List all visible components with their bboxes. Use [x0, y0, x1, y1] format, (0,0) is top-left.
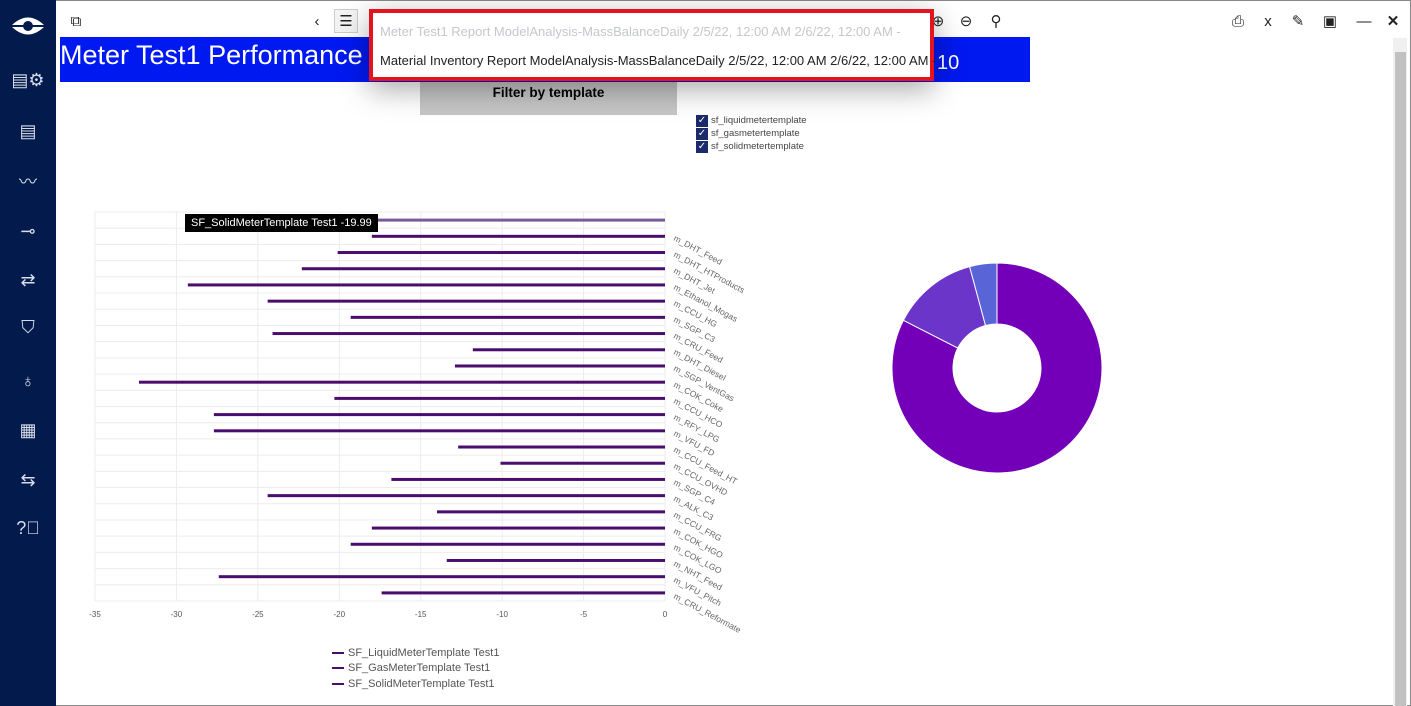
- print-icon[interactable]: ⎙: [1231, 12, 1244, 30]
- x-tick-label: -10: [496, 610, 508, 619]
- shield-unlock-icon[interactable]: ⛉: [21, 316, 35, 337]
- stethoscope-icon[interactable]: ♁: [21, 370, 35, 391]
- chevron-left-icon[interactable]: ‹: [314, 12, 320, 30]
- check-icon[interactable]: ✓: [696, 114, 708, 127]
- toolbar: ⧉ ‹ ☰ ⊕ ⊖ ⚲ ⎙ x ✎ ▣ — ✕: [60, 6, 1403, 36]
- legend-item[interactable]: SF_SolidMeterTemplate Test1: [332, 676, 499, 692]
- flow-arrow-icon[interactable]: ⊸: [20, 220, 36, 241]
- x-tick-label: -35: [89, 610, 101, 619]
- chart-tooltip: SF_SolidMeterTemplate Test1 -19.99: [185, 214, 378, 232]
- template-filter-checkboxes: ✓ sf_liquidmetertemplate ✓ sf_gasmetertemp…: [696, 114, 807, 153]
- bar: [500, 461, 665, 465]
- check-icon[interactable]: ✓: [696, 140, 708, 153]
- bar: [213, 429, 665, 433]
- dropdown-option[interactable]: Meter Test1 Report ModelAnalysis-MassBal…: [380, 24, 901, 39]
- help-icon[interactable]: ?⃝: [16, 517, 40, 538]
- bar: [267, 494, 665, 498]
- x-tick-label: -5: [580, 610, 588, 619]
- scrollbar-thumb[interactable]: [1395, 52, 1406, 706]
- filter-by-template-button[interactable]: Filter by template: [420, 82, 677, 115]
- checkbox-gas[interactable]: ✓ sf_gasmetertemplate: [696, 127, 807, 140]
- bar: [301, 267, 665, 271]
- page-title: Meter Test1 Performance: [60, 40, 363, 70]
- title-suffix: 10: [937, 52, 960, 74]
- bar: [371, 526, 665, 530]
- report-settings-icon[interactable]: ▤⚙: [11, 69, 45, 90]
- legend-label: SF_GasMeterTemplate Test1: [348, 662, 491, 675]
- checkbox-label: sf_liquidmetertemplate: [711, 115, 807, 126]
- checkbox-liquid[interactable]: ✓ sf_liquidmetertemplate: [696, 114, 807, 127]
- close-icon[interactable]: ✕: [1386, 13, 1400, 30]
- report-dropdown[interactable]: Meter Test1 Report ModelAnalysis-MassBal…: [369, 9, 937, 81]
- bar: [458, 445, 665, 449]
- list-icon[interactable]: ☰: [334, 9, 358, 33]
- bar: [334, 396, 665, 400]
- bar: [350, 315, 665, 319]
- window-icon[interactable]: ▣: [1322, 13, 1338, 30]
- pie-slice: [968, 262, 998, 327]
- x-tick-label: -25: [252, 610, 264, 619]
- zoom-out-icon[interactable]: ⊖: [959, 13, 973, 30]
- legend-label: SF_LiquidMeterTemplate Test1: [348, 646, 500, 659]
- bar: [272, 332, 665, 336]
- trend-icon[interactable]: 〰: [19, 172, 37, 192]
- bar: [138, 380, 665, 384]
- legend-item[interactable]: SF_GasMeterTemplate Test1: [332, 661, 499, 677]
- checkbox-solid[interactable]: ✓ sf_solidmetertemplate: [696, 140, 807, 153]
- bar: [187, 283, 666, 287]
- search-icon[interactable]: ⚲: [990, 13, 1002, 30]
- zoom-in-icon[interactable]: ⊕: [931, 13, 945, 30]
- chart-legend: SF_LiquidMeterTemplate Test1 SF_GasMeter…: [332, 645, 499, 692]
- bar: [381, 591, 665, 595]
- legend-label: SF_SolidMeterTemplate Test1: [348, 677, 495, 690]
- bar: [218, 575, 665, 579]
- edit-icon[interactable]: ✎: [1291, 13, 1305, 30]
- legend-item[interactable]: SF_LiquidMeterTemplate Test1: [332, 645, 499, 661]
- list-report-icon[interactable]: ▤: [19, 120, 37, 141]
- x-tick-label: 0: [663, 610, 668, 619]
- excel-export-icon[interactable]: x: [1264, 12, 1272, 30]
- check-icon[interactable]: ✓: [696, 127, 708, 140]
- checkbox-label: sf_gasmetertemplate: [711, 128, 800, 139]
- minimize-icon[interactable]: —: [1356, 12, 1372, 30]
- bar: [391, 477, 665, 481]
- sync-icon[interactable]: ⇆: [20, 469, 36, 490]
- bar: [213, 413, 665, 417]
- x-tick-label: -30: [171, 610, 183, 619]
- vertical-scrollbar[interactable]: [1393, 38, 1407, 706]
- sidebar: ▤⚙ ▤ 〰 ⊸ ⇄ ⛉ ♁ ▦ ⇆ ?⃝: [0, 0, 56, 706]
- bar: [337, 251, 665, 255]
- pie-slice: [891, 262, 1103, 474]
- bar: [446, 558, 665, 562]
- bar: [454, 364, 665, 368]
- presentation-chart-icon[interactable]: ▦: [19, 419, 37, 440]
- bar: [472, 348, 665, 352]
- bar: [371, 234, 665, 238]
- bar: [339, 218, 665, 222]
- logo-eye-icon[interactable]: [10, 12, 46, 40]
- x-tick-label: -15: [415, 610, 427, 619]
- x-tick-label: -20: [334, 610, 346, 619]
- dropdown-option[interactable]: Material Inventory Report ModelAnalysis-…: [380, 53, 937, 68]
- compare-arrows-icon[interactable]: ⇄: [20, 269, 36, 290]
- pages-icon[interactable]: ⧉: [70, 12, 82, 30]
- checkbox-label: sf_solidmetertemplate: [711, 141, 804, 152]
- bar: [437, 510, 665, 514]
- bar: [350, 542, 665, 546]
- bar: [267, 299, 665, 303]
